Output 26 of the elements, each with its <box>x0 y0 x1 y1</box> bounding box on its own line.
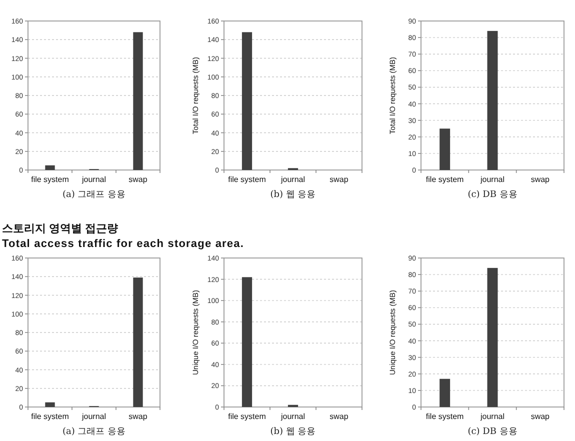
x-tick-label: file system <box>228 175 266 184</box>
x-tick-label: file system <box>228 412 266 421</box>
x-tick-label: journal <box>479 175 505 184</box>
x-tick-label: swap <box>530 412 550 421</box>
x-tick-label: swap <box>330 412 349 421</box>
x-tick-label: swap <box>128 175 148 184</box>
x-tick-label: file system <box>31 175 70 184</box>
x-tick-label: journal <box>80 412 106 421</box>
x-tick-label: swap <box>530 175 550 184</box>
chart-title: 스토리지 영역별 접근량 <box>2 223 118 235</box>
text: (b) 웹 응용 <box>270 190 316 200</box>
x-tick-label: file system <box>426 412 464 421</box>
x-tick-label: swap <box>330 175 349 184</box>
chart-subtitle: Total access traffic for each storage area. <box>2 238 244 250</box>
text: (a) 그래프 응용 <box>62 190 126 200</box>
x-tick-label: swap <box>128 412 148 421</box>
text: (b) 웹 응용 <box>270 427 316 437</box>
text: (a) 그래프 응용 <box>62 427 126 437</box>
x-tick-label: journal <box>479 412 505 421</box>
text: (c) DB 응용 <box>468 427 518 437</box>
x-tick-label: journal <box>80 175 106 184</box>
x-tick-label: journal <box>280 412 306 421</box>
text: (c) DB 응용 <box>468 190 518 200</box>
x-tick-label: file system <box>31 412 70 421</box>
x-tick-label: file system <box>426 175 464 184</box>
x-tick-label: journal <box>280 175 306 184</box>
